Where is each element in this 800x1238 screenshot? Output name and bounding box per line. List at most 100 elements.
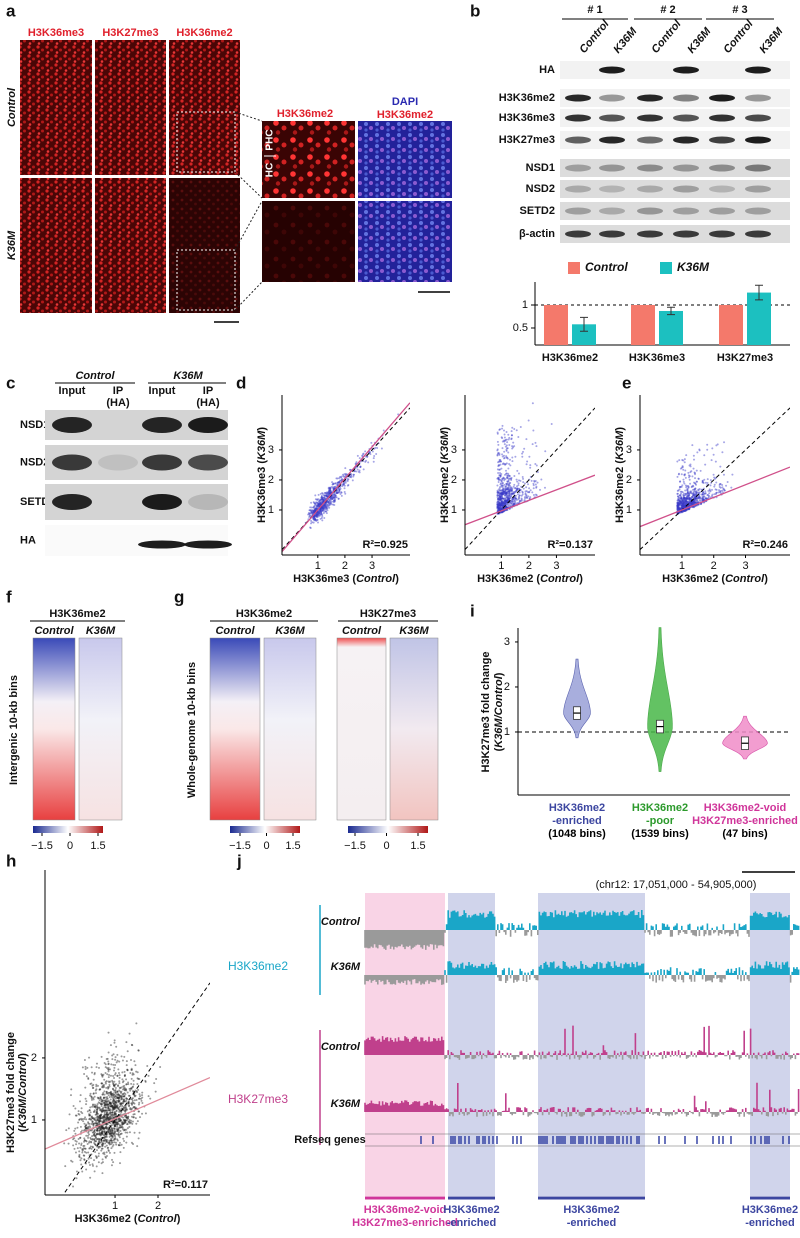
scatter-point — [501, 507, 504, 510]
scatter-point — [93, 1105, 96, 1108]
scatter-point — [319, 503, 322, 506]
y-tick-label: 3 — [504, 636, 510, 648]
blot-band — [745, 230, 771, 238]
scatter-point — [496, 513, 499, 516]
scatter-point — [677, 502, 680, 505]
scatter-point — [102, 1110, 105, 1113]
scatter-point — [497, 491, 500, 494]
scatter-point — [127, 1094, 130, 1097]
scatter-point — [105, 1127, 108, 1130]
scatter-point — [103, 1093, 106, 1096]
scatter-point — [86, 1066, 89, 1069]
scatter-point — [328, 500, 331, 503]
scatter-point — [503, 502, 506, 505]
scatter-point — [321, 506, 324, 509]
scatter-point — [502, 493, 505, 496]
scatter-point — [140, 1099, 143, 1102]
scatter-point — [682, 501, 685, 504]
scatter-point — [320, 496, 323, 499]
scatter-point — [93, 1170, 96, 1173]
scatter-point — [341, 473, 344, 476]
scatter-point — [532, 482, 535, 485]
scatter-point — [107, 1086, 110, 1089]
scatter-point — [523, 447, 526, 450]
scatter-point — [94, 1155, 97, 1158]
scatter-point — [101, 1109, 104, 1112]
scatter-point — [115, 1127, 118, 1130]
scatter-point — [682, 501, 685, 504]
scatter-point — [496, 452, 499, 455]
scatter-point — [500, 502, 503, 505]
scatter-point — [86, 1134, 89, 1137]
scatter-point — [506, 492, 509, 495]
blot-band — [599, 207, 625, 215]
scatter-point — [108, 1115, 111, 1118]
scatter-point — [507, 490, 510, 493]
scatter-point — [81, 1129, 84, 1132]
scatter-point — [325, 506, 328, 509]
column-label: IP — [203, 385, 213, 397]
scatter-point — [111, 1106, 114, 1109]
scatter-point — [88, 1133, 91, 1136]
scatter-point — [321, 496, 324, 499]
scatter-point — [318, 510, 321, 513]
scatter-point — [322, 507, 325, 510]
scatter-point — [321, 493, 324, 496]
scatter-point — [710, 494, 713, 497]
scatter-point — [499, 506, 502, 509]
scatter-point — [502, 457, 505, 460]
scatter-point — [687, 486, 690, 489]
scatter-point — [69, 1094, 72, 1097]
scatter-point — [85, 1151, 88, 1154]
scatter-point — [123, 1074, 126, 1077]
scatter-point — [323, 496, 326, 499]
scatter-point — [114, 1095, 117, 1098]
scatter-point — [687, 501, 690, 504]
scatter-point — [118, 1071, 121, 1074]
scatter-point — [123, 1098, 126, 1101]
scatter-point — [680, 502, 683, 505]
scatter-point — [120, 1107, 123, 1110]
scatter-point — [98, 1133, 101, 1136]
scatter-point — [677, 508, 680, 511]
scatter-point — [521, 475, 524, 478]
blot-band — [184, 540, 232, 549]
scatter-point — [116, 1105, 119, 1108]
x-axis-label-part: Control — [138, 1213, 178, 1225]
scatter-point — [721, 486, 724, 489]
scatter-point — [677, 504, 680, 507]
scatter-point — [506, 504, 509, 507]
scatter-point — [691, 496, 694, 499]
scatter-point — [324, 504, 327, 507]
scatter-point — [496, 449, 499, 452]
scatter-point — [502, 492, 505, 495]
scatter-point — [124, 1121, 127, 1124]
scatter-point — [508, 463, 511, 466]
scatter-point — [326, 491, 329, 494]
y-tick-label: 2 — [268, 474, 274, 486]
scatter-point — [703, 478, 706, 481]
scatter-point — [338, 489, 341, 492]
scatter-point — [110, 1104, 113, 1107]
blot-band — [599, 114, 625, 122]
scatter-point — [338, 477, 341, 480]
scatter-point — [107, 1103, 110, 1106]
scatter-point — [382, 429, 385, 432]
group-label: K36M — [173, 370, 203, 382]
scatter-point — [343, 490, 346, 493]
scatter-point — [130, 1121, 133, 1124]
scatter-point — [87, 1077, 90, 1080]
scatter-point — [319, 510, 322, 513]
scatter-point — [676, 504, 679, 507]
scatter-point — [338, 489, 341, 492]
scatter-point — [681, 511, 684, 514]
y-tick-label: 1 — [626, 504, 632, 516]
scatter-point — [85, 1140, 88, 1143]
scatter-point — [693, 501, 696, 504]
scatter-point — [503, 490, 506, 493]
scatter-point — [501, 424, 504, 427]
scatter-point — [501, 503, 504, 506]
scatter-point — [78, 1150, 81, 1153]
scatter-point — [509, 481, 512, 484]
scatter-point — [105, 1097, 108, 1100]
